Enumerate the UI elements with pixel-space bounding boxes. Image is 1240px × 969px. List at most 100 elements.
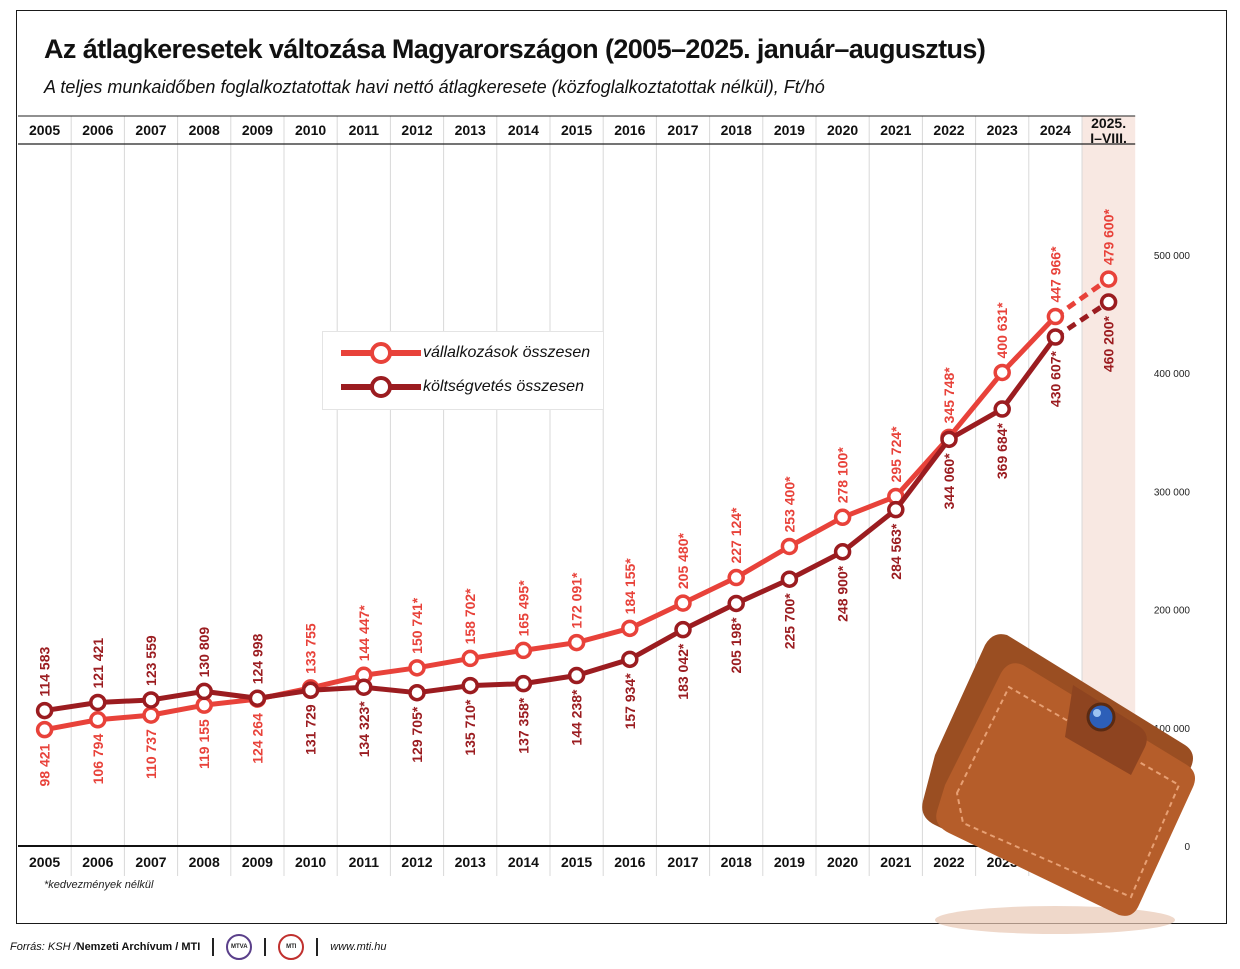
data-label-budget: 225 700*: [781, 593, 797, 650]
footer-divider: [316, 938, 319, 956]
x-tick-label-top: 2011: [349, 122, 380, 138]
legend-swatch-business: [341, 342, 421, 364]
mtva-logo: MTVA: [226, 934, 253, 960]
data-label-business: 150 741*: [409, 597, 425, 654]
wallet-stitching: [955, 685, 1181, 899]
data-label-business: 295 724*: [888, 426, 904, 483]
data-label-budget: 430 607*: [1047, 350, 1063, 407]
data-label-business: 144 447*: [356, 605, 372, 662]
x-tick-label-bottom: 2013: [455, 854, 486, 870]
legend-label-business: vállalkozások összesen: [423, 344, 591, 361]
data-label-budget: 130 809: [196, 627, 212, 678]
x-tick-label-top: 2021: [880, 122, 911, 138]
chart-frame: [16, 10, 1227, 924]
data-point: [514, 641, 533, 660]
footnote: *kedvezmények nélkül: [44, 879, 154, 891]
source-credit: Nemzeti Archívum / MTI: [76, 941, 201, 953]
data-label-business: 133 755: [303, 623, 319, 674]
data-point: [621, 619, 639, 638]
legend-swatch-budget: [341, 376, 421, 398]
data-label-budget: 135 710*: [462, 699, 478, 756]
data-point: [408, 659, 426, 677]
data-point: [567, 666, 586, 685]
data-point: [993, 363, 1011, 382]
data-label-business: 227 124*: [728, 507, 744, 564]
footer-divider: [212, 938, 215, 956]
data-label-budget: 134 323*: [356, 701, 372, 758]
legend-item-business: [341, 341, 421, 365]
x-tick-label-bottom: 2017: [667, 854, 698, 870]
y-tick-label: 100 000: [1154, 724, 1191, 735]
x-tick-label-top: 2007: [135, 122, 166, 138]
legend: vállalkozások összesen költségvetés össz…: [322, 331, 604, 410]
x-tick-label-bottom: 2010: [295, 854, 326, 870]
x-tick-label-top: 2016: [614, 122, 645, 138]
data-point: [408, 683, 426, 702]
x-tick-label-bottom: 2014: [508, 854, 539, 870]
x-tick-label-top: 2008: [189, 122, 220, 138]
series-projection-business: [1053, 277, 1111, 319]
x-tick-label-top: 2024: [1040, 122, 1071, 138]
data-point: [89, 693, 107, 712]
x-tick-label-top: 2013: [455, 122, 486, 138]
wallet-illustration: [922, 634, 1195, 934]
chart-title: Az átlagkeresetek változása Magyarország…: [44, 34, 986, 64]
x-tick-label-top: 2009: [242, 122, 273, 138]
x-tick-label-top: 2022: [933, 122, 964, 138]
data-point: [1099, 270, 1118, 288]
data-point: [567, 633, 586, 652]
data-label-business: 119 155: [196, 719, 212, 769]
data-point: [727, 568, 745, 587]
x-tick-label-bottom: 2011: [349, 854, 380, 870]
data-label-business: 400 631*: [994, 302, 1010, 359]
data-label-business: 124 264: [249, 713, 265, 764]
data-label-business: 172 091*: [569, 572, 585, 629]
x-tick-label-bottom: 2008: [189, 854, 220, 870]
wallet-shadow: [935, 906, 1175, 934]
data-point: [142, 706, 160, 724]
legend-item-budget: [341, 375, 421, 399]
x-tick-label-bottom: 2022: [933, 854, 964, 870]
x-tick-label-top: 2025. I–VIII.: [1090, 115, 1127, 146]
data-label-budget: 114 583: [37, 647, 53, 697]
data-point: [621, 650, 639, 669]
x-tick-label-top: 2023: [987, 122, 1018, 138]
data-point: [195, 682, 213, 701]
data-point: [461, 649, 479, 668]
data-label-business: 184 155*: [622, 558, 638, 615]
wallet-button: [1086, 702, 1116, 732]
website-link[interactable]: www.mti.hu: [330, 941, 387, 953]
source-prefix: Forrás: KSH /: [10, 941, 77, 953]
data-point: [1099, 293, 1118, 311]
data-label-budget: 131 729: [303, 704, 319, 755]
data-point: [887, 500, 905, 519]
wallet-button-shine: [1093, 709, 1101, 717]
data-label-business: 447 966*: [1047, 246, 1063, 303]
data-label-budget: 344 060*: [941, 453, 957, 510]
data-label-budget: 284 563*: [888, 523, 904, 580]
y-tick-label: 300 000: [1154, 487, 1191, 498]
data-point: [195, 696, 213, 714]
data-label-business: 253 400*: [781, 476, 797, 533]
data-label-business: 278 100*: [835, 447, 851, 504]
data-point: [780, 570, 799, 588]
data-label-budget: 205 198*: [728, 617, 744, 674]
data-point: [833, 508, 852, 527]
data-label-business: 479 600*: [1101, 209, 1117, 266]
x-tick-label-top: 2019: [774, 122, 805, 138]
data-label-budget: 137 358*: [515, 697, 531, 754]
x-tick-label-bottom: 2009: [242, 854, 273, 870]
x-tick-label-top: 2010: [295, 122, 326, 138]
x-tick-label-top: 2018: [721, 122, 752, 138]
data-point: [355, 678, 373, 696]
data-point: [1046, 307, 1065, 326]
x-tick-label-top: 2012: [401, 122, 432, 138]
data-label-budget: 183 042*: [675, 643, 691, 700]
data-point: [727, 594, 745, 613]
data-label-budget: 121 421: [90, 638, 106, 689]
y-tick-label: 200 000: [1154, 606, 1191, 617]
data-label-business: 205 480*: [675, 533, 691, 590]
data-label-budget: 460 200*: [1101, 315, 1117, 372]
data-point: [833, 543, 852, 561]
